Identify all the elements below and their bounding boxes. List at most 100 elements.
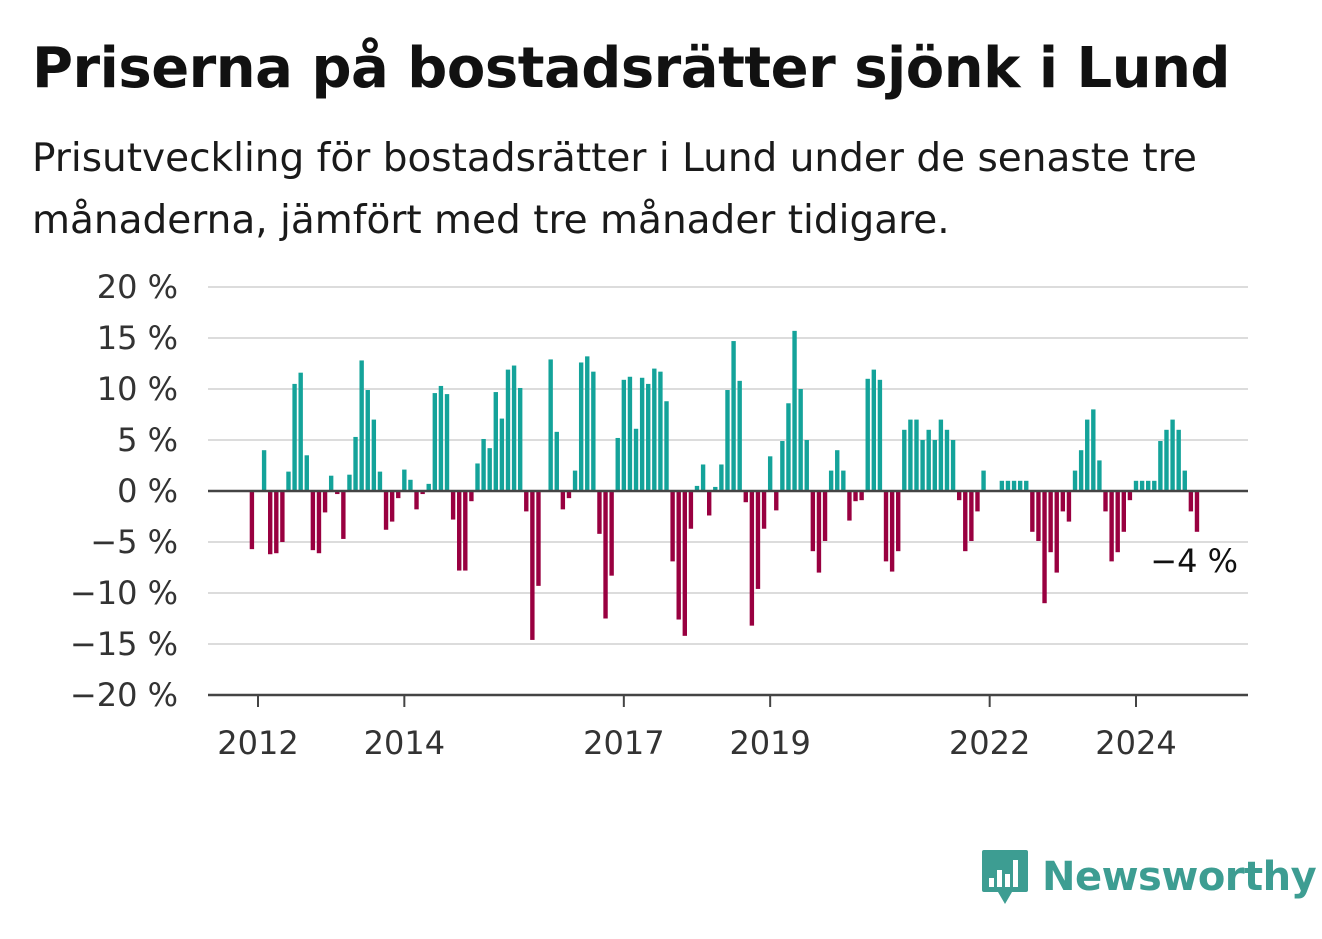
bar [261, 450, 267, 491]
bar [475, 463, 480, 491]
bar [396, 491, 401, 499]
bar [1164, 429, 1169, 491]
bar [664, 401, 669, 491]
bar-chart: 20 % 15 % 10 % 5 % 0 % −5 % −10 % −15 % −20 % 20… [70, 268, 1248, 762]
bar [1097, 460, 1102, 491]
y-tick-label: −20 % [70, 676, 178, 714]
bar [1158, 441, 1163, 491]
bar [682, 491, 687, 636]
bar [359, 360, 364, 491]
bar [737, 380, 742, 491]
bar [536, 491, 541, 586]
x-tick-label: 2012 [217, 724, 298, 762]
bar [524, 491, 529, 512]
bar [725, 390, 730, 491]
x-tick-label: 2014 [364, 724, 445, 762]
bar [554, 431, 559, 491]
x-axis-tick-labels: 2012 2014 2017 2019 2022 2024 [217, 695, 1177, 762]
bar [950, 440, 956, 491]
x-tick-label: 2022 [949, 724, 1030, 762]
bar [902, 429, 907, 491]
bar [670, 491, 675, 562]
bar [426, 483, 431, 491]
bar [566, 491, 572, 499]
bar [1176, 429, 1181, 491]
chart-title: Priserna på bostadsrätter sjönk i Lund [32, 36, 1231, 101]
bar [841, 470, 846, 491]
bar [963, 491, 968, 552]
chart-subtitle: Prisutveckling för bostadsrätter i Lund … [32, 136, 1197, 243]
bar [969, 491, 974, 541]
bar [603, 491, 608, 619]
y-tick-label: 15 % [97, 319, 178, 357]
bar [810, 491, 816, 552]
bar [627, 376, 633, 491]
bar [280, 491, 285, 542]
bar [920, 440, 925, 491]
bar [676, 491, 681, 620]
bar [1024, 480, 1029, 491]
bar [347, 474, 352, 491]
bar [365, 390, 370, 491]
bar [560, 491, 566, 510]
bar [822, 491, 828, 541]
bar [572, 470, 578, 491]
bar [469, 491, 474, 502]
bar [877, 379, 883, 491]
bar [926, 429, 931, 491]
bar [615, 437, 620, 491]
bar [859, 491, 864, 501]
bar [804, 440, 809, 491]
bar [883, 491, 889, 562]
last-value-label: −4 % [1150, 542, 1238, 580]
bar [700, 464, 706, 491]
bar [1030, 491, 1035, 532]
bar [1066, 491, 1072, 522]
bar [871, 369, 877, 491]
bar [286, 471, 291, 491]
bar [481, 438, 486, 491]
bar [719, 464, 724, 491]
bar [938, 419, 944, 491]
bar [1133, 480, 1139, 491]
bar [268, 491, 273, 555]
bar [463, 491, 468, 571]
bar [1188, 491, 1194, 512]
bar [530, 491, 535, 640]
bar [713, 486, 718, 491]
bar [621, 379, 627, 491]
bar [304, 455, 309, 491]
bar [1048, 491, 1053, 553]
bar [639, 377, 645, 491]
bar [1115, 491, 1120, 553]
bar [1182, 470, 1187, 491]
bar [517, 387, 523, 491]
bar [932, 440, 937, 491]
bar [420, 491, 425, 495]
bar [1127, 491, 1133, 501]
bar [1152, 480, 1157, 491]
y-tick-label: −10 % [70, 574, 178, 612]
bar [755, 491, 761, 589]
bar [792, 330, 797, 491]
bar [450, 491, 456, 520]
bar [633, 428, 639, 491]
bar [292, 383, 297, 491]
bar [743, 491, 748, 503]
bar [377, 471, 383, 491]
bar [499, 418, 505, 491]
bar [414, 491, 419, 510]
bar [341, 491, 346, 539]
bar [828, 470, 834, 491]
bar [853, 491, 858, 502]
newsworthy-logo: Newsworthy [980, 848, 1317, 906]
y-tick-label: 10 % [97, 370, 178, 408]
bar [457, 491, 462, 571]
bar [1011, 480, 1017, 491]
bar [402, 469, 407, 491]
bar [646, 383, 651, 491]
bar [981, 470, 986, 491]
bar [438, 385, 444, 491]
bar [999, 480, 1005, 491]
bar [798, 389, 803, 491]
